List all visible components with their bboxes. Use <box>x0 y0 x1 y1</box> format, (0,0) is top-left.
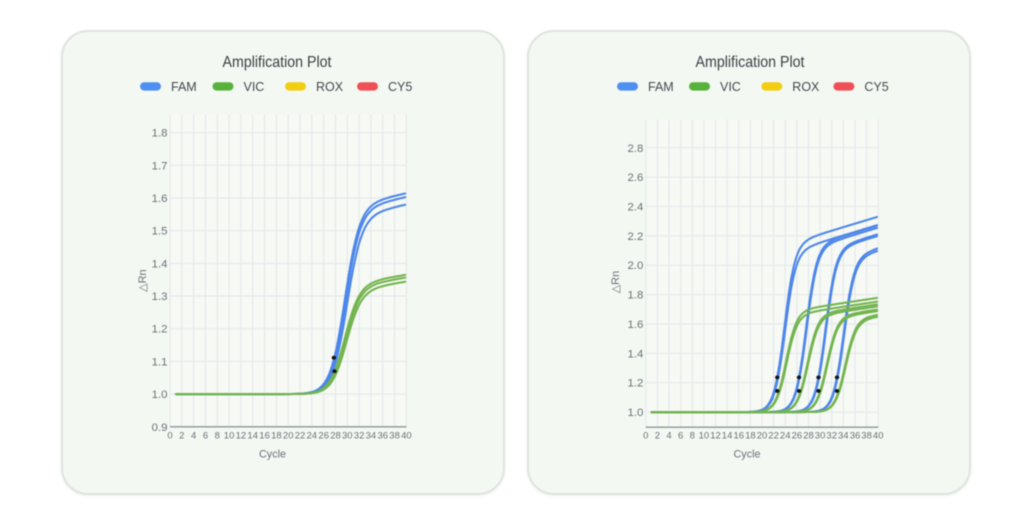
svg-text:14: 14 <box>247 430 258 441</box>
svg-text:26: 26 <box>318 430 329 441</box>
svg-text:6: 6 <box>678 431 683 442</box>
svg-text:32: 32 <box>826 431 837 442</box>
svg-text:18: 18 <box>271 430 282 441</box>
svg-text:6: 6 <box>203 430 208 441</box>
svg-text:VIC: VIC <box>720 80 741 94</box>
svg-text:2.8: 2.8 <box>627 143 643 155</box>
svg-text:30: 30 <box>342 430 353 441</box>
svg-text:16: 16 <box>259 430 270 441</box>
svg-text:CY5: CY5 <box>388 80 412 94</box>
svg-text:20: 20 <box>283 430 294 441</box>
svg-text:1.6: 1.6 <box>152 193 168 205</box>
svg-text:14: 14 <box>722 431 733 442</box>
svg-text:8: 8 <box>690 431 695 442</box>
svg-text:Amplification Plot: Amplification Plot <box>223 54 332 71</box>
svg-text:Cycle: Cycle <box>734 448 761 460</box>
svg-text:38: 38 <box>861 431 872 442</box>
svg-text:18: 18 <box>745 431 756 442</box>
svg-text:36: 36 <box>850 431 861 442</box>
svg-text:1.4: 1.4 <box>627 348 643 360</box>
svg-text:1.8: 1.8 <box>152 128 168 140</box>
svg-text:1.6: 1.6 <box>627 319 643 331</box>
svg-text:30: 30 <box>815 431 826 442</box>
svg-text:40: 40 <box>873 431 884 442</box>
svg-text:VIC: VIC <box>244 80 265 94</box>
svg-text:12: 12 <box>710 431 721 442</box>
svg-text:40: 40 <box>401 430 412 441</box>
svg-text:CY5: CY5 <box>864 80 888 94</box>
svg-text:1.7: 1.7 <box>152 160 168 172</box>
svg-text:1.0: 1.0 <box>152 389 168 401</box>
svg-text:0: 0 <box>643 431 648 442</box>
svg-text:28: 28 <box>803 431 814 442</box>
svg-text:△Rn: △Rn <box>610 271 622 294</box>
svg-text:4: 4 <box>191 430 196 441</box>
svg-text:22: 22 <box>295 430 306 441</box>
svg-text:1.1: 1.1 <box>152 356 168 368</box>
svg-text:1.8: 1.8 <box>627 290 643 302</box>
svg-text:36: 36 <box>378 430 389 441</box>
svg-text:20: 20 <box>757 431 768 442</box>
svg-text:ROX: ROX <box>316 80 344 94</box>
svg-text:26: 26 <box>792 431 803 442</box>
svg-text:10: 10 <box>699 431 710 442</box>
svg-text:38: 38 <box>389 430 400 441</box>
svg-text:0.9: 0.9 <box>152 422 168 434</box>
svg-text:1.2: 1.2 <box>152 324 168 336</box>
svg-text:1.3: 1.3 <box>152 291 168 303</box>
svg-text:FAM: FAM <box>171 80 197 94</box>
svg-text:0: 0 <box>167 430 172 441</box>
svg-text:1.5: 1.5 <box>152 226 168 238</box>
svg-text:2: 2 <box>655 431 660 442</box>
svg-text:28: 28 <box>330 430 341 441</box>
svg-text:8: 8 <box>215 430 220 441</box>
svg-text:32: 32 <box>354 430 365 441</box>
svg-text:2.6: 2.6 <box>627 172 643 184</box>
svg-text:1.4: 1.4 <box>152 258 168 270</box>
svg-text:1.0: 1.0 <box>627 407 643 419</box>
svg-text:Amplification Plot: Amplification Plot <box>696 54 805 71</box>
svg-text:12: 12 <box>236 430 247 441</box>
svg-text:22: 22 <box>768 431 779 442</box>
svg-text:ROX: ROX <box>792 80 820 94</box>
svg-text:△Rn: △Rn <box>137 269 149 292</box>
svg-text:2.4: 2.4 <box>627 202 643 214</box>
svg-text:24: 24 <box>780 431 791 442</box>
svg-text:2: 2 <box>179 430 184 441</box>
svg-text:34: 34 <box>366 430 377 441</box>
svg-text:2.2: 2.2 <box>627 231 643 243</box>
svg-text:10: 10 <box>224 430 235 441</box>
svg-text:16: 16 <box>734 431 745 442</box>
svg-text:34: 34 <box>838 431 849 442</box>
svg-text:2.0: 2.0 <box>627 260 643 272</box>
svg-text:Cycle: Cycle <box>259 448 286 460</box>
svg-text:FAM: FAM <box>648 80 674 94</box>
svg-text:1.2: 1.2 <box>627 378 643 390</box>
svg-text:4: 4 <box>666 431 671 442</box>
svg-text:24: 24 <box>307 430 318 441</box>
